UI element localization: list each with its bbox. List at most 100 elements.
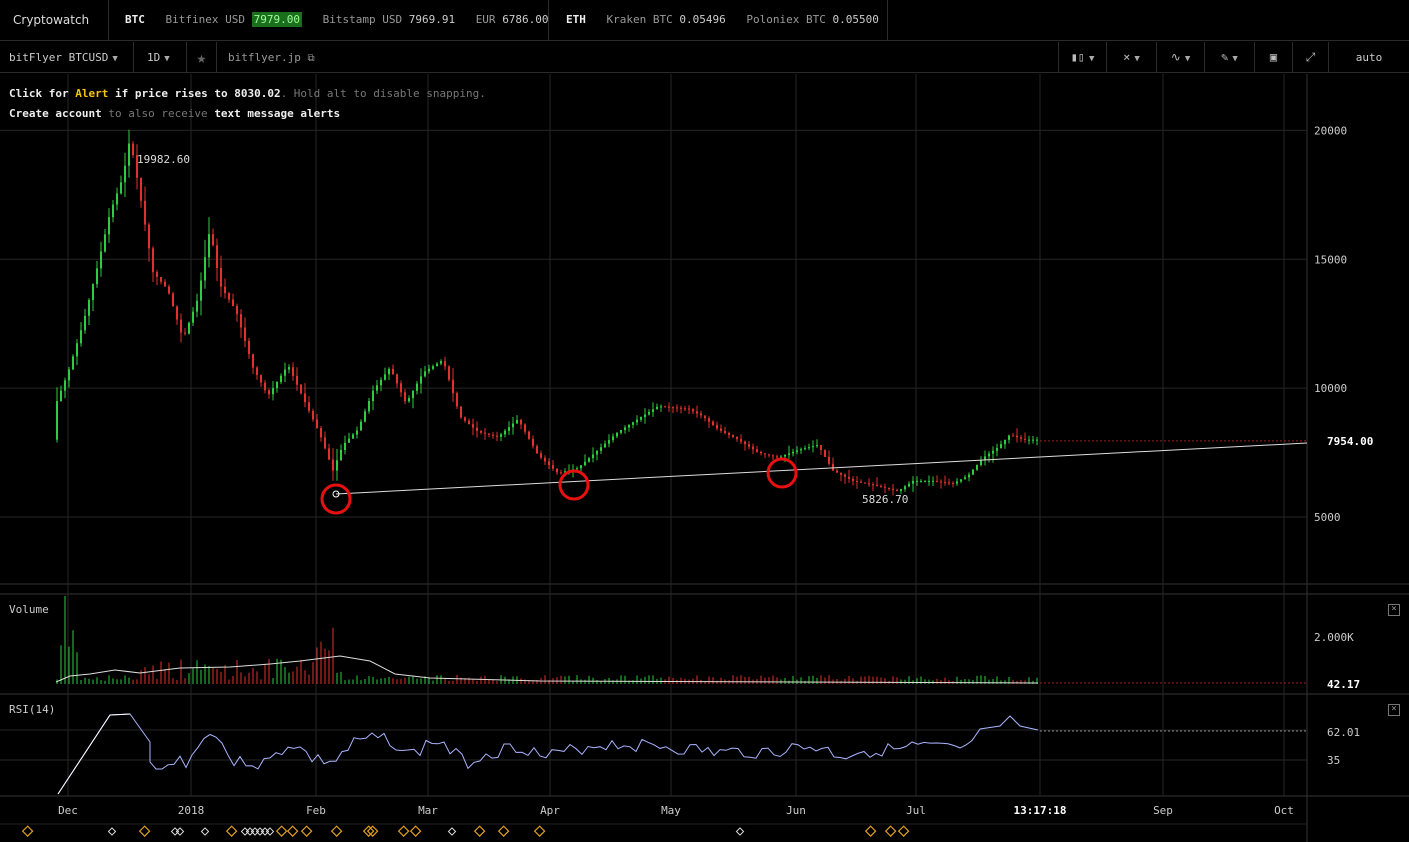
candle-body	[620, 430, 622, 433]
candle-body	[780, 456, 782, 458]
candle-body	[716, 425, 718, 429]
volume-panel-label: Volume	[9, 603, 49, 616]
time-tick-label: Jun	[786, 804, 806, 817]
event-diamond	[286, 825, 299, 837]
volume-current-label: 42.17	[1327, 678, 1360, 691]
candle-body	[200, 280, 202, 301]
alert-link[interactable]: Alert	[75, 87, 109, 100]
candle-body	[644, 414, 646, 418]
candle-body	[640, 417, 642, 420]
candle-body	[64, 380, 66, 391]
event-diamond-small	[265, 827, 275, 836]
event-diamond	[225, 825, 238, 837]
candle-body	[440, 361, 442, 364]
candle-body	[496, 435, 498, 437]
candle-body	[648, 411, 650, 415]
candle-body	[776, 456, 778, 458]
candle-body	[856, 480, 858, 482]
favorite-star-icon[interactable]: ★	[187, 42, 217, 73]
close-volume-panel-icon[interactable]: ×	[1388, 604, 1400, 616]
candle-body	[1004, 439, 1006, 445]
candle-body	[216, 245, 218, 269]
highlight-circle	[558, 469, 590, 501]
candle-body	[832, 463, 834, 471]
candle-body	[960, 479, 962, 482]
scale-selector[interactable]: auto	[1328, 42, 1409, 73]
candle-body	[660, 406, 662, 408]
event-diamond	[138, 825, 151, 837]
ticker-label: Bitstamp USD	[322, 13, 403, 26]
candle-body	[124, 165, 126, 183]
ticker-value: 7969.91	[408, 13, 456, 26]
alert-text: if price rises to	[108, 87, 235, 100]
candle-body	[248, 340, 250, 355]
ticker-item[interactable]: Bitfinex USD 7979.00	[166, 12, 302, 27]
close-rsi-panel-icon[interactable]: ×	[1388, 704, 1400, 716]
candle-body	[252, 354, 254, 368]
candle-body	[220, 268, 222, 287]
event-diamond-small	[735, 827, 745, 836]
chart-image-icon: ▣	[1269, 50, 1278, 64]
candle-body	[60, 390, 62, 402]
current-price-label: 7954.00	[1327, 435, 1373, 448]
candle-body	[956, 481, 958, 484]
candle-body	[748, 444, 750, 447]
ticker-item[interactable]: EUR 6786.00	[476, 13, 549, 26]
ticker-value: 7979.00	[251, 12, 302, 27]
ticker-coin-btc[interactable]: BTC	[125, 13, 145, 26]
candle-body	[384, 374, 386, 380]
candle-body	[924, 480, 926, 482]
candle-body	[964, 477, 966, 480]
candle-body	[632, 422, 634, 425]
app-title[interactable]: Cryptowatch	[0, 0, 109, 40]
candle-body	[168, 286, 170, 294]
create-account-link[interactable]: Create account	[9, 107, 102, 120]
event-diamond-small	[170, 827, 180, 836]
screenshot-button[interactable]: ▣	[1254, 42, 1292, 73]
ticker-item[interactable]: Poloniex BTC 0.05500	[746, 13, 878, 26]
candle-body	[164, 281, 166, 287]
candle-body	[672, 407, 674, 409]
ticker-item[interactable]: Kraken BTC 0.05496	[607, 13, 726, 26]
draw-menu[interactable]: ✎ ▼	[1204, 42, 1254, 73]
candle-body	[72, 356, 74, 370]
candle-body	[980, 460, 982, 465]
candle-body	[288, 367, 290, 370]
candle-body	[772, 455, 774, 457]
exchange-link[interactable]: bitflyer.jp ⧉	[228, 42, 315, 73]
axes: 20000 15000 10000 5000 7954.00 2.000K 42.17 62.…	[0, 124, 1373, 837]
candle-body	[972, 469, 974, 475]
candle-body	[192, 311, 194, 323]
period-selector[interactable]: 1D ▼	[134, 42, 187, 73]
ticker-value: 6786.00	[502, 13, 549, 26]
candle-body	[340, 449, 342, 461]
candle-body	[732, 435, 734, 438]
ticker-item[interactable]: Bitstamp USD 7969.91	[323, 13, 455, 26]
event-diamond-small	[107, 827, 117, 836]
candle-body	[420, 376, 422, 384]
candle-body	[936, 480, 938, 482]
crosshair-menu[interactable]: ⨯ ▼	[1106, 42, 1156, 73]
ticker-coin-eth[interactable]: ETH	[566, 13, 586, 26]
chart-grid	[0, 74, 1409, 842]
indicators-menu[interactable]: ∿ ▼	[1156, 42, 1204, 73]
candle-body	[264, 382, 266, 391]
candles-menu[interactable]: ▮▯ ▼	[1058, 42, 1106, 73]
ticker-group-btc: BTC Bitfinex USD 7979.00 Bitstamp USD 79…	[109, 0, 549, 40]
candle-body	[480, 431, 482, 433]
candle-body	[244, 327, 246, 341]
fullscreen-button[interactable]: ⤢	[1292, 42, 1328, 73]
candle-body	[452, 379, 454, 394]
candle-body	[428, 368, 430, 372]
candle-body	[676, 407, 678, 409]
candle-body	[836, 470, 838, 473]
candle-body	[884, 486, 886, 488]
alert-hint: to also receive	[101, 107, 215, 120]
candle-body	[952, 482, 954, 484]
candle-body	[940, 481, 942, 483]
candle-body	[896, 489, 898, 491]
price-chart[interactable]: 19982.60 5826.70 20000 15000 10000 5000 7954.…	[0, 74, 1409, 842]
candle-body	[508, 427, 510, 431]
market-selector[interactable]: bitFlyer BTCUSD ▼	[0, 42, 134, 73]
event-diamond-small	[255, 827, 265, 836]
